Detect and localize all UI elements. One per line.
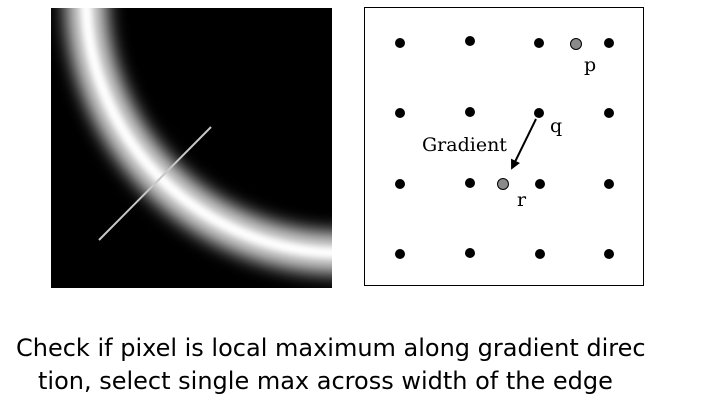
interp-point-r (497, 178, 509, 190)
label-r: r (517, 189, 527, 211)
pixel-dot (395, 179, 405, 189)
pixel-dot (395, 249, 405, 259)
pixel-dot (395, 38, 405, 48)
pixel-dot (604, 249, 614, 259)
gradient-arrow (511, 118, 537, 170)
label-p: p (584, 54, 596, 76)
caption-line-1: Check if pixel is local maximum along gr… (16, 334, 646, 362)
pixel-grid: p q r Gradient (395, 36, 614, 259)
pixel-dot (465, 178, 475, 188)
caption: Check if pixel is local maximum along gr… (0, 332, 728, 398)
pixel-dot (604, 108, 614, 118)
pixel-grid-panel: p q r Gradient (364, 7, 644, 286)
edge-image-panel (51, 8, 332, 288)
pixel-dot (604, 179, 614, 189)
gradient-label: Gradient (422, 134, 507, 156)
edge-image (51, 8, 332, 288)
pixel-dots (395, 36, 614, 259)
pixel-dot (534, 38, 544, 48)
pixel-dot (465, 248, 475, 258)
pixel-dot (465, 107, 475, 117)
pixel-dot (535, 179, 545, 189)
gradient-line (98, 126, 212, 241)
pixel-dot (604, 38, 614, 48)
pixel-dot (465, 36, 475, 46)
interp-point-p (570, 38, 582, 50)
pixel-dot-q (534, 108, 544, 118)
label-q: q (550, 115, 562, 137)
pixel-dot (395, 108, 405, 118)
caption-line-2: tion, select single max across width of … (38, 367, 613, 395)
pixel-dot (535, 249, 545, 259)
